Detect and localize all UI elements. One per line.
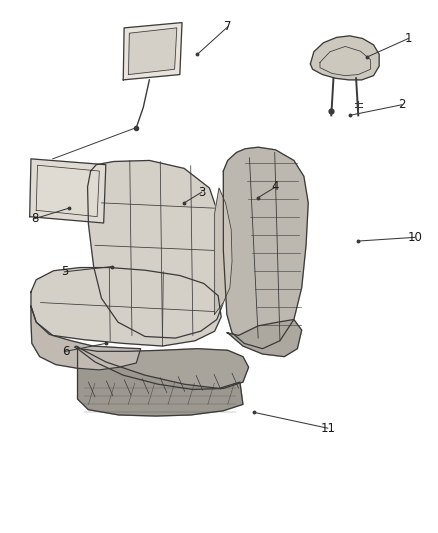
Text: 6: 6 (62, 345, 70, 358)
Text: 11: 11 (320, 422, 336, 435)
Text: 10: 10 (407, 231, 422, 244)
Polygon shape (311, 36, 379, 80)
Text: 8: 8 (31, 212, 38, 225)
Polygon shape (31, 306, 141, 370)
Polygon shape (227, 319, 302, 357)
Polygon shape (78, 347, 243, 416)
Text: 3: 3 (198, 186, 205, 199)
Text: 5: 5 (61, 265, 68, 278)
Text: 7: 7 (224, 20, 231, 34)
Text: 1: 1 (405, 32, 412, 45)
Polygon shape (30, 159, 106, 223)
Polygon shape (88, 160, 223, 338)
Polygon shape (74, 346, 249, 390)
Polygon shape (31, 268, 221, 346)
Text: 2: 2 (398, 98, 406, 111)
Polygon shape (128, 28, 177, 75)
Polygon shape (215, 188, 232, 314)
Text: 4: 4 (272, 181, 279, 193)
Polygon shape (223, 147, 308, 349)
Polygon shape (123, 22, 182, 80)
